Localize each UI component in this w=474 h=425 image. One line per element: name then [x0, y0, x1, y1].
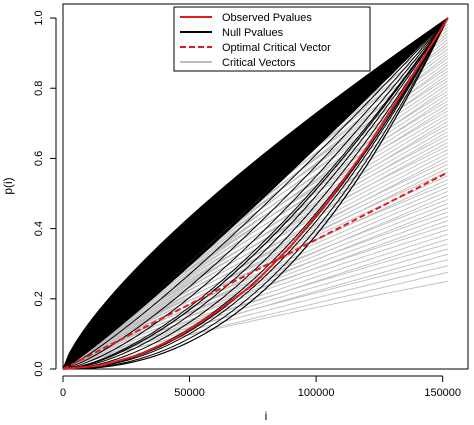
y-tick-label: 0.4 — [33, 221, 45, 236]
critical-vector-line — [62, 195, 448, 370]
null-pvalue-line — [62, 17, 449, 370]
y-tick-label: 1.0 — [33, 10, 45, 25]
null-pvalue-line — [62, 17, 449, 370]
y-tick-label: 0.2 — [33, 291, 45, 306]
x-tick-label: 150000 — [424, 387, 461, 399]
legend: Observed Pvalues Null Pvalues Optimal Cr… — [173, 6, 371, 72]
critical-vector-line — [62, 238, 448, 370]
null-pvalue-line — [62, 17, 449, 370]
critical-vectors-layer — [62, 17, 449, 370]
legend-label-null: Null Pvalues — [222, 27, 284, 39]
null-pvalue-line — [62, 17, 449, 370]
observed-layer — [62, 17, 449, 370]
null-pvalue-line — [62, 17, 449, 370]
null-pvalue-line — [62, 17, 449, 370]
critical-vector-line — [62, 156, 448, 370]
x-tick-label: 50000 — [174, 387, 205, 399]
null-pvalue-line — [62, 17, 449, 370]
critical-vector-line — [62, 215, 448, 370]
x-tick-label: 0 — [60, 387, 66, 399]
legend-label-optimal: Optimal Critical Vector — [222, 42, 331, 54]
critical-vector-line — [62, 220, 448, 370]
critical-vector-line — [62, 207, 448, 370]
plot-frame — [62, 3, 469, 370]
legend-label-observed: Observed Pvalues — [222, 12, 312, 24]
critical-vector-line — [62, 280, 448, 370]
x-tick-label: 100000 — [298, 387, 335, 399]
y-tick-label: 0.8 — [33, 81, 45, 96]
critical-vector-line — [62, 120, 448, 370]
null-pvalue-line — [62, 17, 449, 370]
critical-vector-line — [62, 131, 448, 370]
null-pvalue-line — [62, 17, 449, 370]
legend-label-critical: Critical Vectors — [222, 57, 296, 69]
y-tick-label: 0.6 — [33, 151, 45, 166]
critical-vector-line — [62, 199, 448, 370]
null-pvalue-line — [62, 17, 449, 370]
null-pvalues-layer — [62, 17, 449, 370]
null-pvalue-line — [62, 17, 449, 370]
y-tick-label: 0.0 — [33, 361, 45, 376]
null-pvalue-line — [62, 17, 449, 370]
optimal-critical-vector-line — [62, 171, 449, 370]
null-pvalue-line — [62, 17, 449, 370]
y-axis-title: p(i) — [1, 177, 15, 194]
critical-vector-line — [62, 167, 448, 370]
null-pvalue-line — [62, 17, 449, 370]
critical-vector-line — [62, 271, 448, 370]
axes-layer: 0 50000 100000 150000 0.0 0.2 0.4 0.6 0.8 1.0 — [33, 10, 461, 399]
observed-pvalues-line — [62, 17, 449, 370]
critical-vector-line — [62, 191, 448, 370]
x-axis-title: i — [265, 409, 268, 423]
